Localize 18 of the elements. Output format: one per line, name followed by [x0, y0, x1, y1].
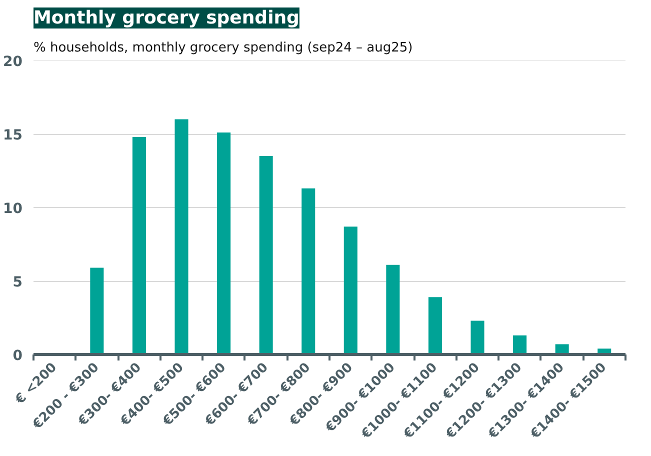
bar: [302, 188, 316, 354]
bar: [386, 264, 400, 354]
y-tick-label: 5: [12, 274, 23, 290]
y-tick-label: 15: [3, 128, 22, 144]
bar: [344, 226, 358, 354]
bar: [428, 297, 442, 354]
chart-subtitle: % households, monthly grocery spending (sep24 – aug25): [34, 40, 413, 56]
chart-title: Monthly grocery spending: [34, 8, 300, 28]
y-tick-label: 0: [12, 348, 23, 364]
bar: [217, 132, 231, 354]
bar: [470, 320, 484, 354]
y-tick-label: 10: [3, 201, 23, 217]
bar: [513, 335, 527, 354]
bar: [259, 156, 273, 354]
bar: [90, 268, 104, 354]
bar: [174, 119, 188, 354]
y-tick-label: 20: [3, 54, 23, 70]
bar: [132, 136, 146, 354]
